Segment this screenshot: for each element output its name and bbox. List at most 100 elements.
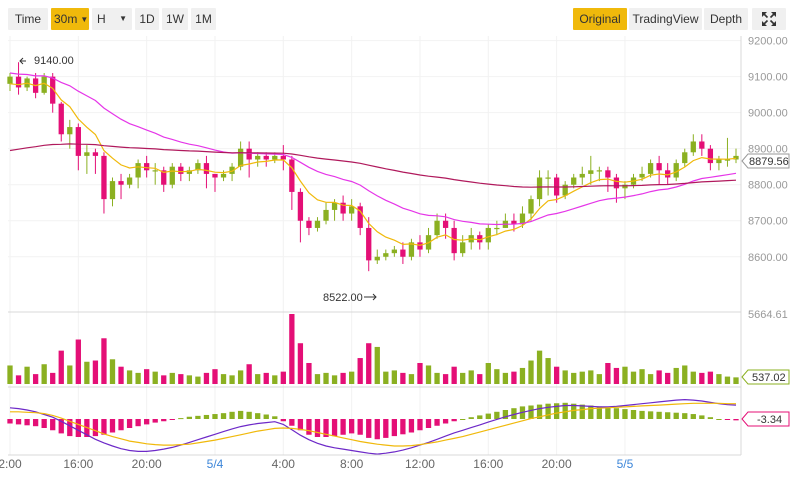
volume-bar [733,377,739,384]
macd-histogram-bar [152,419,158,423]
time-button[interactable]: Time [8,8,48,30]
hour-dropdown[interactable]: H ▼ [92,8,132,30]
macd-histogram-bar [613,408,620,419]
macd-histogram-bar [494,411,500,419]
candle-up [220,173,227,178]
volume-bar [477,374,483,384]
volume-bar [451,366,457,384]
macd-histogram-bar [622,409,628,419]
candle-down [665,170,671,178]
macd-histogram-bar [366,419,372,438]
candle-down [92,152,99,156]
fullscreen-button[interactable] [752,8,786,30]
macd-histogram-bar [400,419,406,435]
candle-up [41,76,47,93]
macd-histogram-bar [67,419,73,437]
macd-histogram-bar [144,419,150,425]
macd-histogram-bar [109,419,116,433]
candle-up [622,184,628,189]
macd-histogram-bar [41,419,47,428]
time-tick-label: 20:00 [542,457,572,471]
candle-down [357,206,363,228]
candle-up [84,152,90,156]
price-tick-label: 8600.00 [748,252,788,264]
volume-bar [682,365,688,384]
candle-down [280,155,286,160]
depth-button[interactable]: Depth [704,8,748,30]
volume-bar [314,374,321,384]
volume-bar [58,350,64,384]
volume-bar [511,371,517,384]
candle-up [639,173,645,178]
candle-up [460,242,466,254]
macd-histogram-bar [434,419,440,426]
candle-up [434,220,440,236]
macd-value-tag-box [741,411,790,427]
candle-down [297,191,304,221]
macd-histogram-bar [588,405,594,419]
macd-histogram-bar [579,404,585,419]
macd-histogram-bar [118,419,124,431]
candle-down [442,220,449,228]
candle-up [272,155,278,160]
volume-bar [442,374,449,384]
volume-bar [144,369,150,384]
volume-bar [67,365,73,384]
macd-histogram-bar [682,413,688,419]
candle-down [246,148,252,160]
macd-histogram-bar [511,408,517,419]
macd-histogram-bar [477,415,483,419]
volume-bar [425,365,432,384]
macd-histogram-bar [391,419,398,437]
candle-up [673,163,679,178]
volume-bar [391,370,398,384]
last-price-label: 8879.56 [749,156,789,168]
volume-bar [92,360,99,384]
macd-histogram-bar [673,412,679,419]
volume-bar [41,364,47,384]
macd-histogram-bar [135,419,141,427]
price-tick-label: 8900.00 [748,144,788,156]
candle-up [545,177,551,179]
macd-histogram-bar [605,407,611,419]
original-view-button[interactable]: Original [573,8,627,30]
macd-histogram-bar [665,412,671,419]
candle-up [186,170,193,174]
candle-up [374,256,380,261]
volume-bar [596,374,602,384]
candle-down [306,220,312,228]
macd-histogram-bar [229,411,235,419]
candle-down [289,159,295,192]
macd-histogram-bar [562,402,568,419]
interval-1m-button[interactable]: 1M [191,8,216,30]
macd-value-tag: -3.34 [741,411,790,427]
candle-up [348,206,355,214]
volume-bar [161,375,167,384]
low-price-label: 8522.00 [323,292,363,304]
candle-up [323,209,329,221]
volume-bar [553,366,560,384]
macd-histogram-bar [314,419,321,437]
macd-histogram-bar [306,419,312,435]
interval-1d-button[interactable]: 1D [135,8,159,30]
macd-histogram-bar [186,416,193,419]
interval-label: 30m [54,12,78,26]
macd-histogram-bar [75,419,81,437]
candle-up [724,159,731,161]
candle-up [314,220,321,228]
candle-up [733,155,739,160]
macd-histogram-bar [50,419,56,431]
candle-down [50,76,56,104]
candle-up [67,127,73,135]
tradingview-button[interactable]: TradingView [629,8,702,30]
macd-histogram-bar [297,419,304,431]
volume-bar [434,372,440,384]
interval-30m-dropdown[interactable]: 30m ▼ [51,8,89,30]
macd-histogram-bar [716,419,722,420]
macd-histogram-bar [15,419,22,425]
volume-bar [340,372,346,384]
interval-1w-button[interactable]: 1W [162,8,188,30]
macd-histogram-bar [237,410,244,419]
volume-bar [15,375,22,384]
